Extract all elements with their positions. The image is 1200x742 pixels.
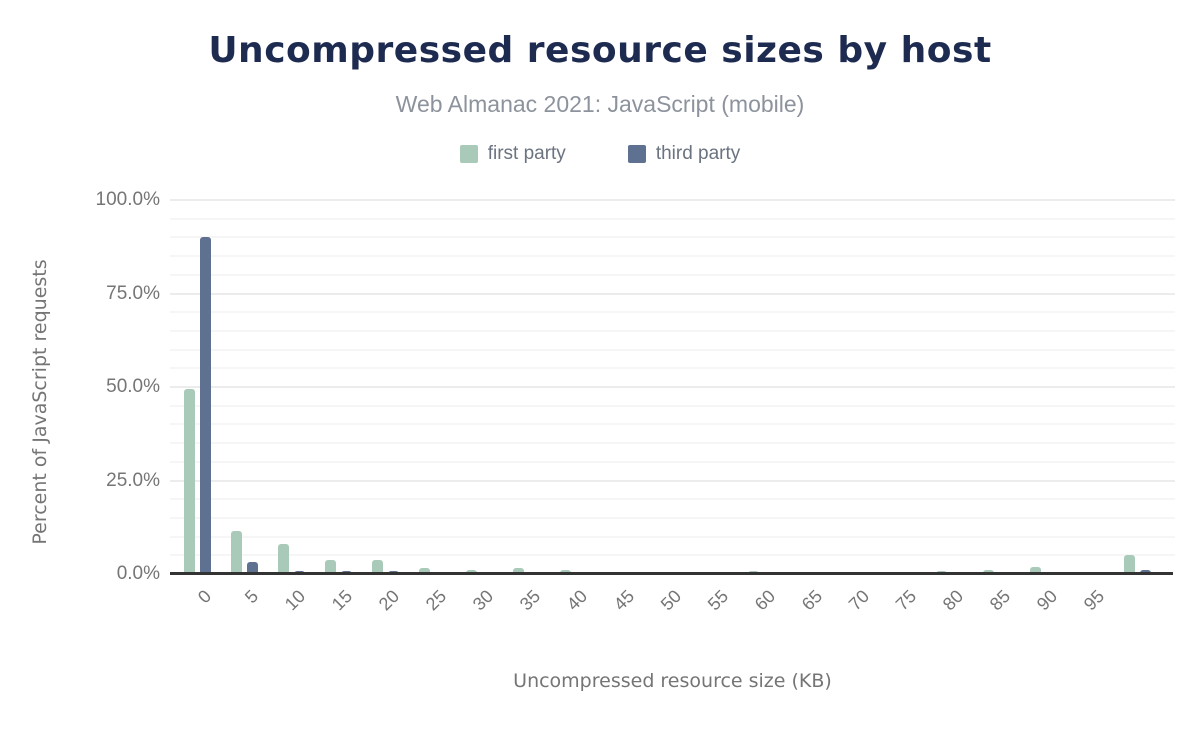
legend-item-third-party: third party bbox=[627, 143, 741, 165]
x-axis-tick-10: 10 bbox=[280, 586, 310, 615]
x-axis-tick-60: 60 bbox=[750, 586, 780, 615]
y-axis-tick-50: 50.0% bbox=[106, 376, 160, 397]
bar-first-party-35 bbox=[512, 568, 524, 574]
gridline-minor bbox=[170, 423, 1175, 426]
gridline-minor bbox=[170, 535, 1175, 538]
x-axis-tick-40: 40 bbox=[562, 586, 592, 615]
gridline-minor bbox=[170, 498, 1175, 501]
bar-first-party-0 bbox=[183, 389, 195, 574]
x-axis-tick-50: 50 bbox=[656, 586, 686, 615]
bar-third-party-5 bbox=[246, 562, 258, 574]
bar-first-party-100plus bbox=[1123, 555, 1135, 574]
gridline-major bbox=[170, 479, 1175, 482]
x-axis-line bbox=[170, 572, 1173, 575]
gridline-major bbox=[170, 199, 1175, 201]
gridline-minor bbox=[170, 516, 1175, 519]
chart-title: Uncompressed resource sizes by host bbox=[208, 30, 992, 71]
gridline-minor bbox=[170, 217, 1175, 220]
chart-subtitle: Web Almanac 2021: JavaScript (mobile) bbox=[395, 91, 805, 117]
bar-first-party-40 bbox=[559, 569, 571, 574]
x-axis-title: Uncompressed resource size (KB) bbox=[513, 670, 832, 692]
gridline-minor bbox=[170, 311, 1175, 314]
bar-first-party-15 bbox=[324, 560, 336, 574]
gridline-minor bbox=[170, 348, 1175, 351]
x-axis-tick-30: 30 bbox=[468, 586, 498, 615]
legend-label: first party bbox=[487, 143, 566, 164]
x-axis-tick-70: 70 bbox=[844, 586, 874, 615]
gridline-minor bbox=[170, 442, 1175, 445]
x-axis-tick-90: 90 bbox=[1032, 586, 1062, 615]
x-axis-tick-75: 75 bbox=[891, 586, 921, 615]
bar-first-party-85 bbox=[982, 569, 994, 574]
bar-first-party-25 bbox=[418, 568, 430, 574]
y-axis-tick-75: 75.0% bbox=[106, 282, 160, 304]
x-axis-tick-45: 45 bbox=[609, 586, 639, 615]
y-axis-tick-100: 100.0% bbox=[95, 189, 160, 210]
gridline-minor bbox=[170, 460, 1175, 463]
bar-first-party-20 bbox=[371, 560, 383, 574]
x-axis-tick-85: 85 bbox=[985, 586, 1015, 615]
legend-item-first-party: first party bbox=[459, 143, 566, 165]
y-axis-tick-25: 25.0% bbox=[106, 469, 160, 491]
bar-third-party-0 bbox=[199, 237, 211, 574]
plot-area bbox=[170, 199, 1175, 574]
bar-first-party-5 bbox=[230, 530, 242, 574]
legend: first party third party bbox=[0, 143, 1200, 165]
legend-swatch-icon bbox=[459, 145, 478, 163]
gridline-minor bbox=[170, 367, 1175, 370]
x-axis-tick-95: 95 bbox=[1079, 586, 1109, 615]
gridline-minor bbox=[170, 236, 1175, 239]
x-axis-tick-20: 20 bbox=[374, 586, 404, 615]
gridline-minor bbox=[170, 554, 1175, 557]
legend-swatch-icon bbox=[627, 145, 646, 163]
bar-first-party-10 bbox=[277, 543, 289, 574]
gridline-minor bbox=[170, 329, 1175, 332]
x-axis-tick-55: 55 bbox=[703, 586, 733, 615]
bar-first-party-90 bbox=[1029, 566, 1041, 574]
gridline-major bbox=[170, 292, 1175, 295]
y-axis-tick-0: 0.0% bbox=[116, 563, 160, 584]
bar-first-party-30 bbox=[465, 569, 477, 574]
gridline-minor bbox=[170, 404, 1175, 407]
gridline-minor bbox=[170, 255, 1175, 258]
legend-label: third party bbox=[655, 143, 741, 164]
x-axis-tick-15: 15 bbox=[327, 586, 357, 615]
x-axis-tick-80: 80 bbox=[938, 586, 968, 615]
x-axis-tick-0: 0 bbox=[193, 586, 216, 608]
gridline-major bbox=[170, 386, 1175, 388]
x-axis-tick-5: 5 bbox=[240, 586, 263, 608]
x-axis-tick-35: 35 bbox=[515, 586, 545, 615]
gridline-minor bbox=[170, 273, 1175, 276]
x-axis-tick-65: 65 bbox=[797, 586, 827, 615]
x-axis-tick-25: 25 bbox=[421, 586, 451, 615]
